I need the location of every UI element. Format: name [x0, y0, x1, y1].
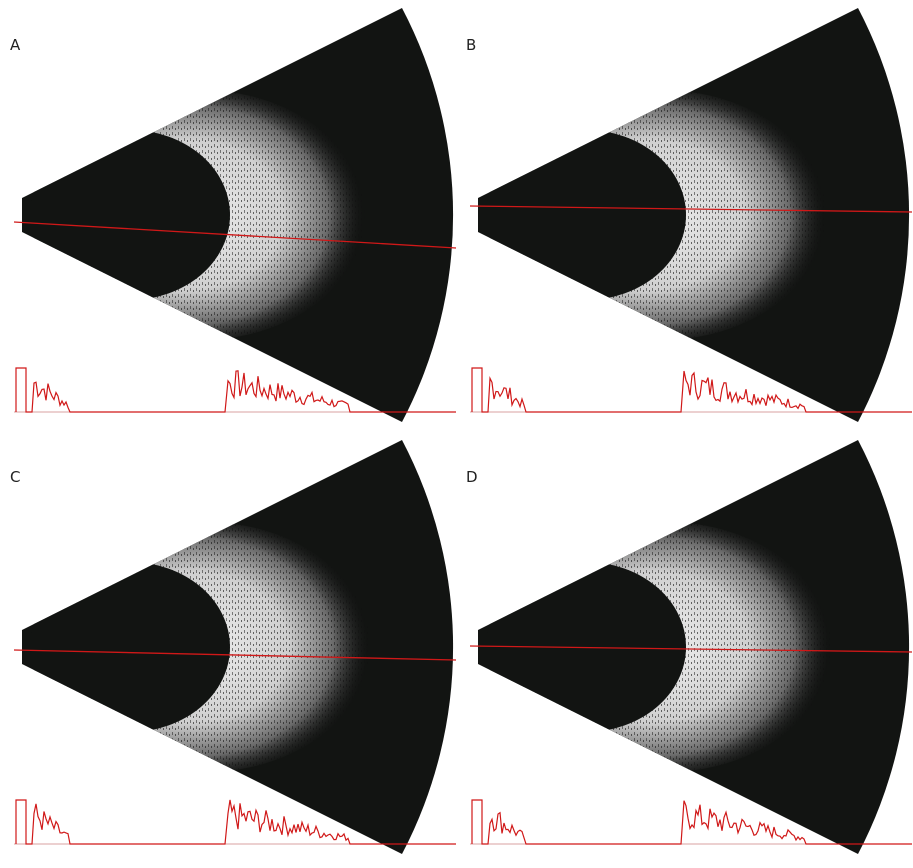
panel-label: A: [10, 36, 21, 54]
panel-label: C: [10, 468, 20, 486]
page: ABCD (() => { const data = JSON.parse(do…: [0, 0, 913, 864]
cornea-echo: [12, 627, 18, 670]
figure: A B C D: [0, 0, 913, 864]
panel: A: [5, 8, 456, 422]
panel: C: [5, 440, 456, 854]
cornea-echo: [468, 195, 474, 238]
fan-content: [30, 90, 365, 340]
fan-content: [30, 522, 370, 772]
cornea-echo: [468, 627, 474, 670]
fan-content: [486, 90, 826, 340]
panel: B: [461, 8, 912, 422]
cornea-echo: [461, 197, 466, 236]
panel-label: D: [466, 468, 478, 486]
cornea-echo: [5, 197, 10, 236]
cornea-echo: [461, 629, 466, 668]
panel-label: B: [466, 36, 476, 54]
panel: D: [461, 440, 912, 854]
vitreous: [30, 562, 230, 732]
cornea-echo: [12, 195, 18, 238]
cornea-echo: [5, 629, 10, 668]
vitreous: [30, 130, 230, 300]
vitreous: [486, 130, 686, 300]
